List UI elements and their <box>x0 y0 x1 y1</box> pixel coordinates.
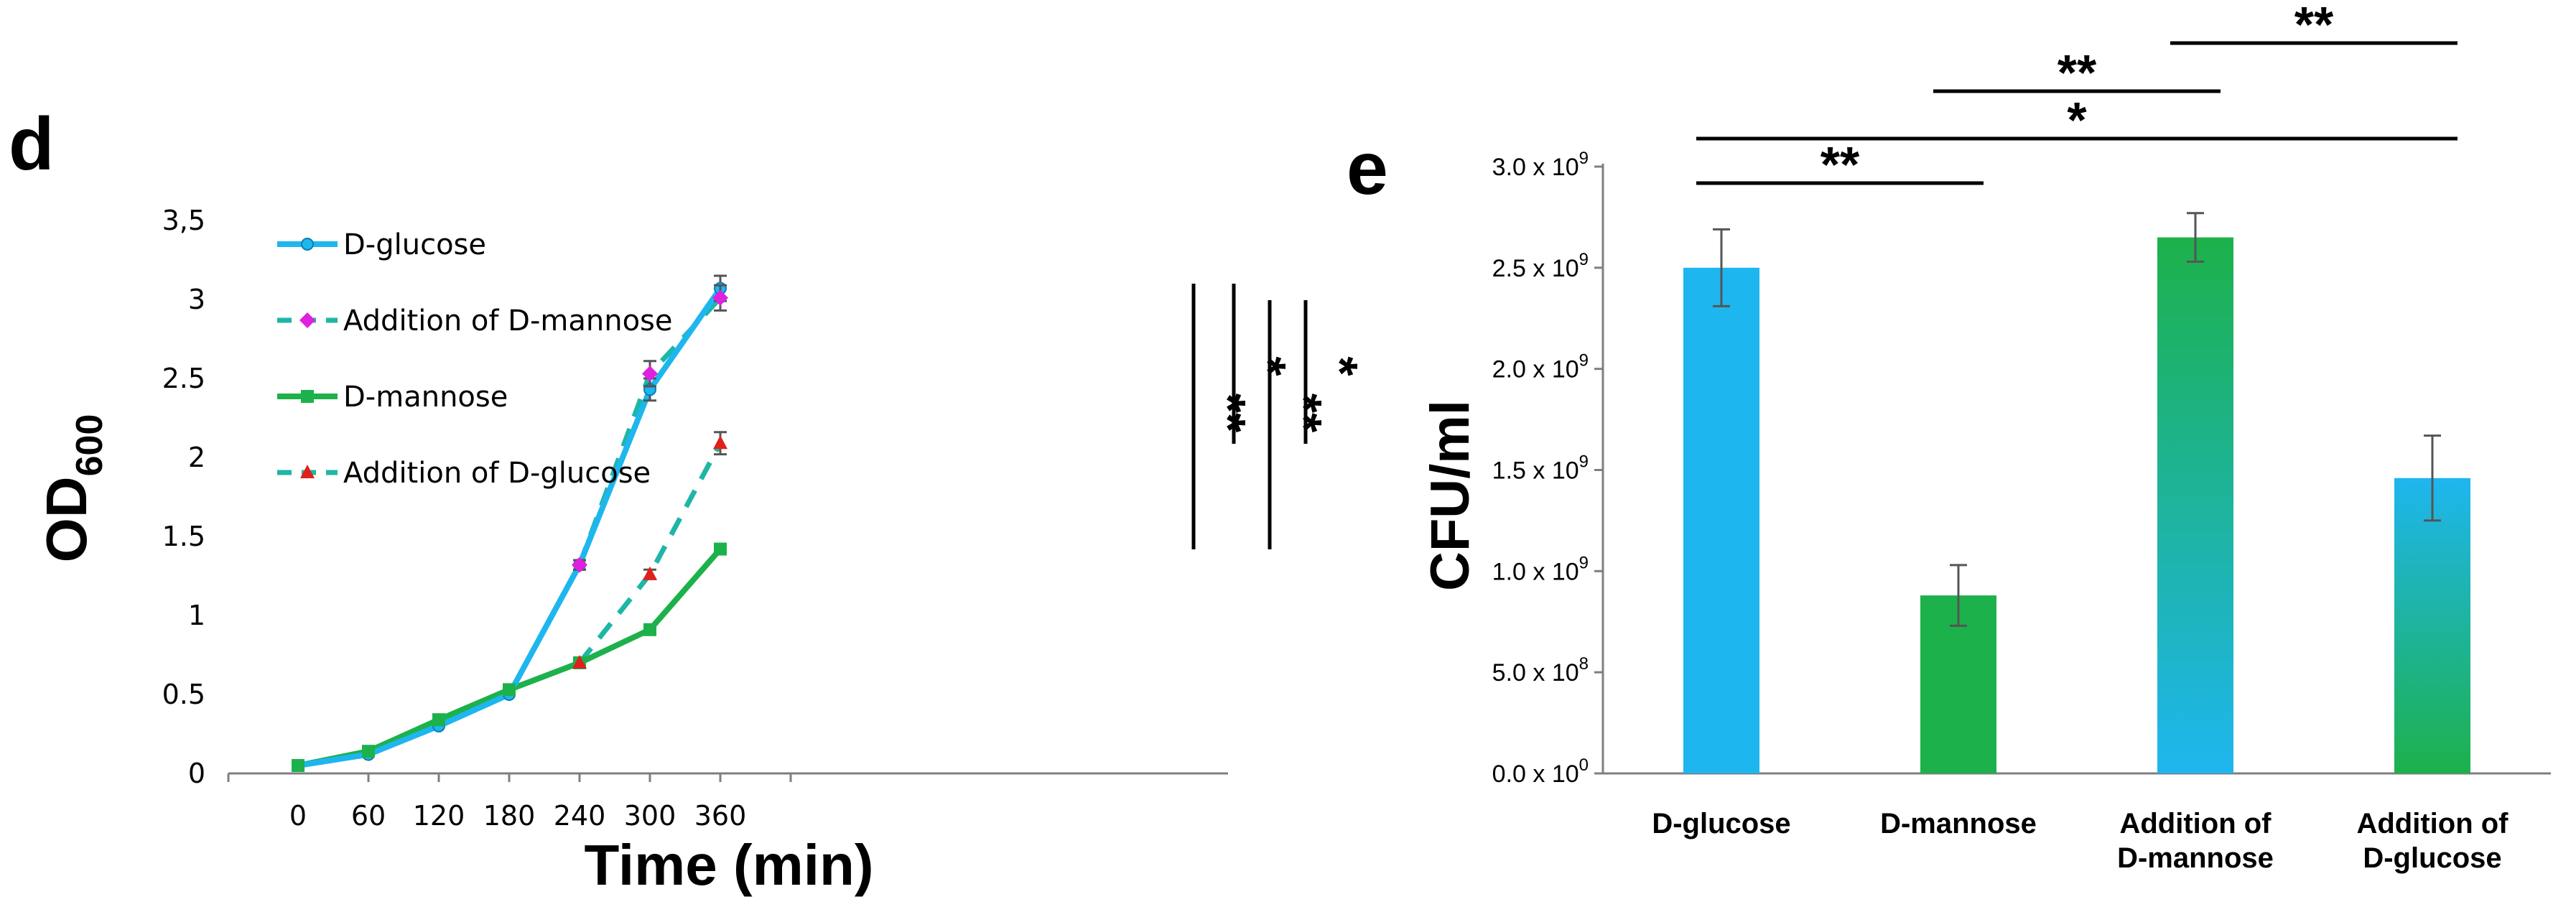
data-point <box>572 655 587 669</box>
y-tick-mantissa: 5.0 x 10 <box>1492 659 1579 687</box>
y-tick-label: 3.0 x 109 <box>1492 149 1589 181</box>
y-tick-mantissa: 2.0 x 10 <box>1492 356 1579 383</box>
category-label-line: D-glucose <box>2363 842 2501 874</box>
category-label: D-glucose <box>1652 808 1790 839</box>
data-point <box>713 435 727 450</box>
legend: D-glucose Addition of D-mannose D-mannose A… <box>277 228 673 490</box>
data-point <box>299 312 315 328</box>
x-axis-title: Time (min) <box>584 833 873 897</box>
data-point <box>432 713 445 727</box>
y-tick-exponent: 9 <box>1579 250 1589 269</box>
y-tick-label: 1.5 <box>162 521 205 552</box>
y-tick-label: 0.0 x 100 <box>1492 755 1589 788</box>
y-tick-label: 1.0 x 109 <box>1492 553 1589 585</box>
y-tick-exponent: 8 <box>1579 654 1589 674</box>
y-tick-label: 5.0 x 108 <box>1492 654 1589 687</box>
series-markers <box>292 274 728 772</box>
category-label-line: Addition of <box>2356 808 2508 839</box>
significance-stars: ** <box>2294 0 2334 52</box>
category-label-line: D-mannose <box>1880 808 2037 839</box>
significance-stars: ** <box>1821 136 1860 192</box>
y-tick-label: 3,5 <box>162 205 205 236</box>
data-point <box>292 759 304 772</box>
x-tick-label: 360 <box>694 800 747 832</box>
y-tick-labels: 0 0.5 1 1.5 2 2.5 3 3,5 <box>162 205 205 789</box>
x-tick-label: 240 <box>554 800 606 832</box>
x-tick-label: 300 <box>624 800 676 832</box>
y-tick-label: 2 <box>188 442 205 473</box>
category-label: Addition of D-mannose <box>2117 808 2274 874</box>
y-tick-label: 1 <box>188 600 205 631</box>
y-tick-mantissa: 2.5 x 10 <box>1492 255 1579 282</box>
x-tick-label: 180 <box>483 800 536 832</box>
data-point <box>714 542 727 556</box>
y-tick-mantissa: 0.0 x 10 <box>1492 760 1579 788</box>
significance-stars: * <box>1312 356 1368 376</box>
y-tick-label: 0 <box>188 758 205 789</box>
error-bars <box>1713 212 2441 627</box>
y-tick-label: 0.5 <box>162 679 205 710</box>
category-label-line: D-glucose <box>1652 808 1790 839</box>
data-point <box>572 557 587 573</box>
y-axis-title: OD600 <box>34 414 111 563</box>
y-tick-exponent: 9 <box>1579 553 1589 572</box>
legend-label: D-glucose <box>343 228 486 261</box>
panel-letter-d: d <box>9 103 55 186</box>
svg-text:OD600: OD600 <box>34 414 111 563</box>
bars <box>1683 237 2470 773</box>
category-label: D-mannose <box>1880 808 2037 839</box>
y-tick-label: 2.0 x 109 <box>1492 351 1589 383</box>
data-point <box>300 465 315 478</box>
significance-stars: * <box>2067 92 2087 148</box>
x-tick-label: 60 <box>351 800 386 832</box>
significance-stars: ** <box>2057 45 2097 101</box>
data-point <box>503 683 516 697</box>
y-axis-title-sub: 600 <box>69 414 111 477</box>
significance-brackets: ****** <box>1191 284 1368 549</box>
y-tick-mantissa: 3.0 x 10 <box>1492 154 1579 181</box>
significance-stars: ** <box>1200 394 1256 433</box>
y-tick-mantissa: 1.0 x 10 <box>1492 558 1579 585</box>
y-tick-label: 2.5 x 109 <box>1492 250 1589 282</box>
legend-label: D-mannose <box>343 381 508 414</box>
y-tick-exponent: 0 <box>1579 755 1589 775</box>
significance-brackets: ******* <box>1696 0 2458 192</box>
line-chart-d: 0 60 120 180 240 300 360 0 0.5 1 1.5 2 2.5 3 3,5 D-gl… <box>34 205 1368 897</box>
data-point <box>643 566 657 580</box>
bar <box>2394 478 2470 773</box>
bar <box>2157 237 2233 773</box>
series-line <box>297 546 723 768</box>
legend-label: Addition of D-mannose <box>343 304 673 338</box>
y-tick-label: 1.5 x 109 <box>1492 452 1589 485</box>
category-label-line: Addition of <box>2119 808 2272 839</box>
data-point <box>712 289 728 306</box>
y-tick-label: 2.5 <box>162 363 205 394</box>
data-point <box>301 390 314 403</box>
data-point <box>642 366 658 382</box>
x-tick-label: 120 <box>413 800 465 832</box>
y-axis-title-main: OD <box>34 476 98 562</box>
data-point <box>643 623 656 636</box>
data-point <box>362 745 375 758</box>
x-ticks: 0 60 120 180 240 300 360 <box>227 773 792 832</box>
y-tick-exponent: 9 <box>1579 351 1589 371</box>
y-tick-label: 3 <box>188 284 205 315</box>
y-axis-title: CFU/ml <box>1420 400 1481 591</box>
category-labels: D-glucose D-mannose Addition of D-mannoseAd… <box>1652 808 2508 874</box>
category-label-line: D-mannose <box>2117 842 2274 874</box>
y-tick-mantissa: 1.5 x 10 <box>1492 457 1579 485</box>
category-label: Addition of D-glucose <box>2356 808 2508 874</box>
legend-label: Addition of D-glucose <box>343 457 651 490</box>
panel-letter-e: e <box>1347 127 1388 210</box>
svg-text:CFU/ml: CFU/ml <box>1420 400 1481 591</box>
data-point <box>301 238 314 251</box>
y-tick-exponent: 9 <box>1579 452 1589 472</box>
x-tick-label: 0 <box>289 800 307 832</box>
series-line <box>577 296 722 566</box>
y-tick-exponent: 9 <box>1579 149 1589 168</box>
bar <box>1683 267 1759 773</box>
